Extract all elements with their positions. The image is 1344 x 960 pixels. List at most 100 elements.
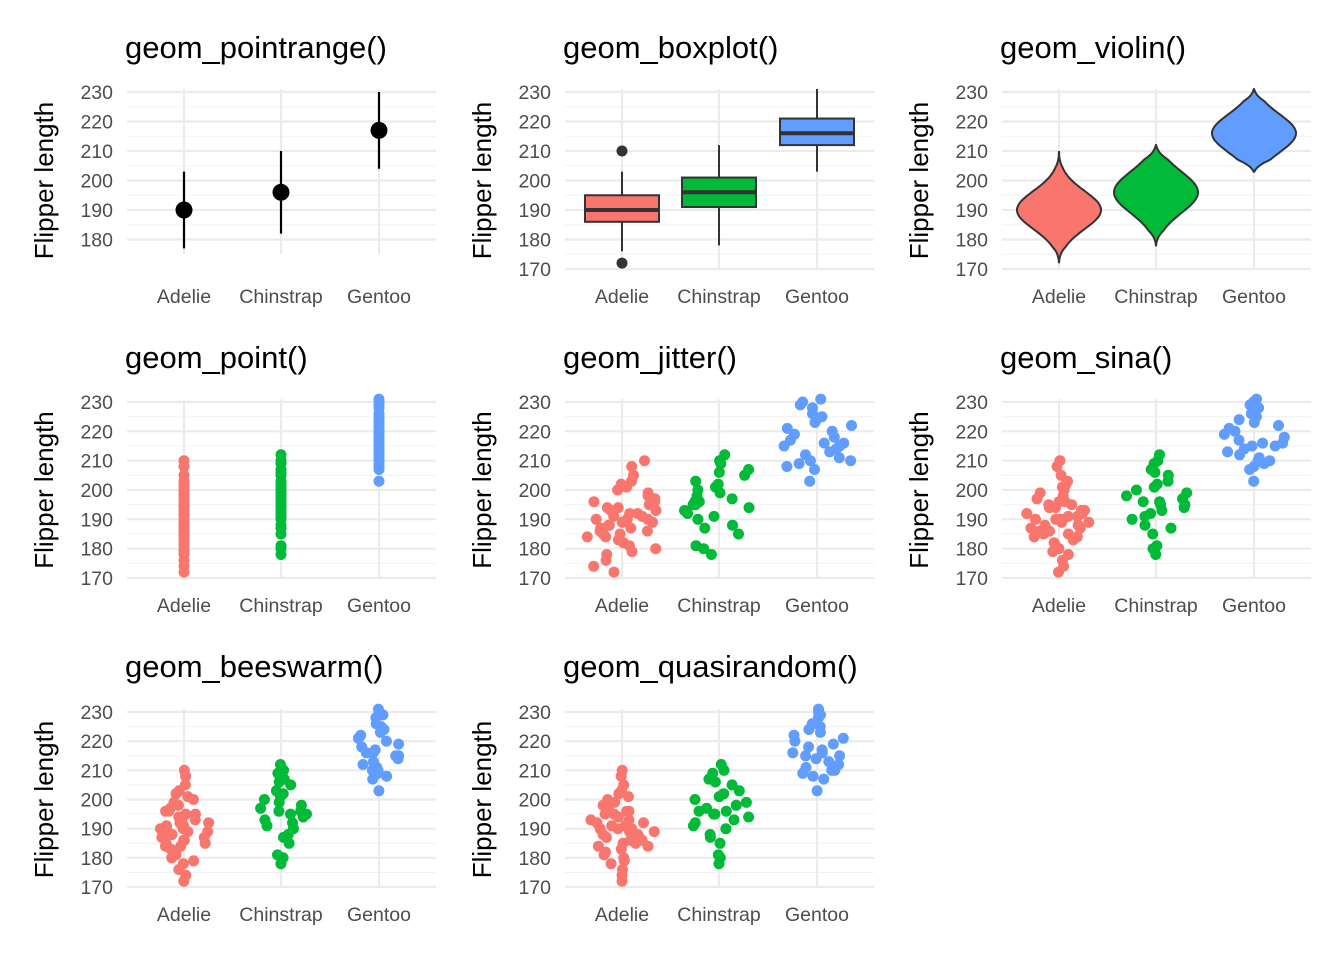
data-point-adelie — [615, 478, 627, 490]
x-tick-label: Chinstrap — [677, 595, 761, 617]
data-point-chinstrap — [259, 814, 271, 826]
data-point-adelie — [1083, 516, 1095, 528]
y-tick-label: 230 — [518, 702, 551, 724]
data-point-chinstrap — [1154, 496, 1166, 508]
x-tick-label: Gentoo — [785, 286, 849, 308]
y-tick-label: 210 — [518, 760, 551, 782]
data-point-gentoo — [818, 437, 830, 449]
panel-scatter-3: geom_point() Flipper length 170 180 190 200 21… — [29, 340, 436, 617]
data-point-chinstrap — [705, 549, 717, 560]
data-point-adelie — [628, 469, 639, 481]
x-tick-label: Chinstrap — [239, 595, 323, 617]
outlier-point — [616, 257, 628, 269]
data-point-chinstrap — [709, 808, 721, 820]
y-axis-label: Flipper length — [467, 411, 497, 569]
data-point-chinstrap — [1181, 487, 1193, 499]
data-point-adelie — [617, 864, 628, 875]
y-tick-label: 180 — [955, 230, 988, 252]
data-point-adelie — [606, 820, 618, 832]
data-point-adelie — [1072, 519, 1084, 531]
x-tick-label: Chinstrap — [1114, 595, 1198, 617]
y-tick-label: 170 — [518, 877, 551, 899]
data-point-chinstrap — [1121, 490, 1132, 502]
data-point-adelie — [1062, 549, 1074, 560]
y-tick-label: 210 — [80, 451, 113, 473]
y-tick-label: 230 — [518, 82, 551, 104]
data-point-gentoo — [800, 449, 811, 461]
data-point-chinstrap — [287, 817, 298, 829]
mean-point — [175, 201, 193, 219]
data-point-gentoo — [833, 759, 845, 770]
y-tick-label: 190 — [955, 200, 988, 222]
y-tick-label: 190 — [80, 200, 113, 222]
y-tick-label: 190 — [518, 819, 551, 841]
data-point-adelie — [614, 528, 626, 540]
data-point-gentoo — [1222, 446, 1234, 458]
data-point-gentoo — [807, 770, 819, 782]
data-point-adelie — [626, 461, 638, 472]
data-point-gentoo — [788, 729, 800, 741]
data-point-chinstrap — [712, 478, 724, 490]
data-point-gentoo — [811, 785, 823, 797]
data-point-adelie — [203, 817, 215, 829]
x-tick-label: Chinstrap — [677, 286, 761, 308]
data-point-gentoo — [369, 744, 381, 756]
x-tick-label: Adelie — [1032, 286, 1086, 308]
x-tick-label: Adelie — [595, 595, 649, 617]
y-tick-label: 200 — [80, 171, 113, 193]
data-point-adelie — [612, 502, 624, 514]
data-point-chinstrap — [690, 540, 702, 552]
data-point-adelie — [1071, 531, 1083, 543]
data-point-chinstrap — [270, 785, 282, 797]
data-point-adelie — [588, 496, 600, 508]
data-point-gentoo — [816, 744, 828, 756]
data-point-chinstrap — [1126, 513, 1138, 525]
data-point-adelie — [601, 502, 613, 514]
data-point-chinstrap — [740, 796, 752, 808]
data-point-adelie — [650, 543, 662, 555]
x-tick-label: Chinstrap — [239, 904, 323, 926]
y-tick-label: 180 — [80, 230, 113, 252]
data-point-adelie — [592, 840, 604, 852]
data-point-gentoo — [803, 741, 815, 753]
data-point-chinstrap — [730, 799, 742, 811]
y-tick-label: 170 — [518, 259, 551, 281]
data-point-adelie — [177, 858, 189, 870]
violin-adelie — [1016, 150, 1102, 264]
data-point-adelie — [1054, 455, 1066, 467]
data-point-adelie — [605, 858, 617, 870]
y-tick-label: 200 — [955, 171, 988, 193]
violin-gentoo — [1210, 88, 1298, 173]
y-tick-label: 180 — [518, 539, 551, 561]
data-point-adelie — [624, 508, 636, 519]
data-point-gentoo — [1257, 437, 1269, 449]
data-point-adelie — [623, 805, 635, 817]
y-tick-label: 220 — [518, 421, 551, 443]
y-tick-label: 190 — [955, 509, 988, 531]
data-point-gentoo — [837, 732, 849, 744]
x-tick-label: Adelie — [1032, 595, 1086, 617]
data-point-adelie — [1043, 499, 1055, 511]
panel-title: geom_pointrange() — [125, 30, 387, 65]
data-point-gentoo — [845, 455, 857, 467]
x-tick-label: Gentoo — [347, 286, 411, 308]
y-tick-label: 200 — [518, 790, 551, 812]
panel-title: geom_quasirandom() — [563, 649, 858, 684]
data-point-chinstrap — [720, 823, 732, 835]
y-tick-label: 210 — [955, 141, 988, 163]
y-tick-label: 180 — [80, 848, 113, 870]
y-tick-label: 220 — [80, 112, 113, 134]
x-tick-label: Gentoo — [785, 595, 849, 617]
y-tick-label: 200 — [518, 480, 551, 502]
x-tick-label: Gentoo — [347, 904, 411, 926]
y-tick-label: 170 — [80, 877, 113, 899]
panel-title: geom_jitter() — [563, 340, 737, 375]
data-point-gentoo — [373, 393, 385, 405]
data-point-adelie — [202, 826, 214, 838]
data-point-adelie — [189, 808, 201, 820]
data-point-chinstrap — [295, 799, 307, 811]
data-point-gentoo — [1278, 431, 1290, 443]
x-tick-label: Adelie — [595, 286, 649, 308]
outlier-point — [616, 145, 628, 157]
